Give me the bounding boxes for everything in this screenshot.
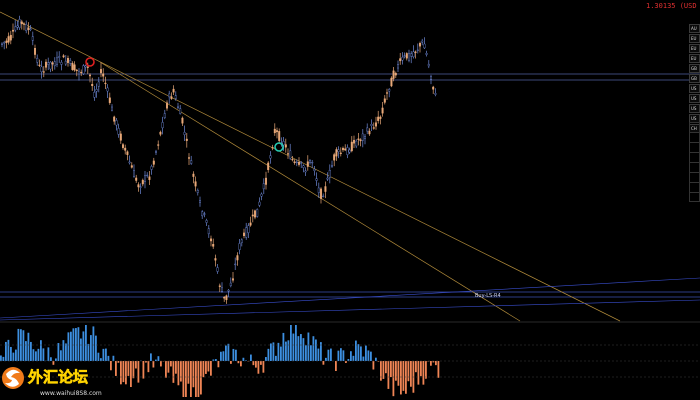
logo-url: www.waihui8S8.com	[40, 390, 102, 397]
logo-text: 外汇论坛	[27, 368, 88, 386]
symbol-item[interactable]: EU	[689, 34, 700, 43]
sell-signal-marker	[85, 57, 95, 67]
symbol-item[interactable]: GB	[689, 64, 700, 73]
info-cell	[689, 192, 700, 202]
oscillator-histogram	[0, 325, 440, 397]
info-cell	[689, 122, 700, 132]
horizontal-levels	[0, 73, 700, 298]
symbol-item[interactable]: EU	[689, 54, 700, 63]
info-cell	[689, 142, 700, 152]
oscillator-grid	[0, 321, 700, 378]
trendlines	[0, 11, 700, 322]
trendline-lower	[99, 61, 521, 322]
info-cell	[689, 182, 700, 192]
symbol-item[interactable]: US	[689, 94, 700, 103]
channel-line-1	[0, 277, 700, 319]
symbol-item[interactable]: GB	[689, 74, 700, 83]
trade-markers	[85, 57, 284, 152]
symbol-item[interactable]: AU	[689, 24, 700, 33]
channel-line-2	[0, 299, 700, 321]
symbol-item[interactable]: US	[689, 104, 700, 113]
symbol-item[interactable]: EU	[689, 44, 700, 53]
symbol-item[interactable]: US	[689, 84, 700, 93]
candlesticks	[1, 15, 437, 304]
buy-signal-marker	[274, 142, 284, 152]
info-cell	[689, 162, 700, 172]
info-grid-panel	[689, 122, 700, 202]
symbol-list-panel: AU EU EU EU GB GB US US US US CH	[689, 24, 700, 134]
forum-logo-watermark: 外汇论坛 www.waihui8S8.com	[2, 367, 102, 397]
info-cell	[689, 152, 700, 162]
price-readout: 1.30135 (USD	[646, 2, 697, 10]
info-cell	[689, 172, 700, 182]
trendline-label: Buy-LS-R4	[475, 293, 501, 299]
logo-icon	[2, 367, 24, 389]
trendline-upper	[0, 11, 621, 322]
info-cell	[689, 132, 700, 142]
